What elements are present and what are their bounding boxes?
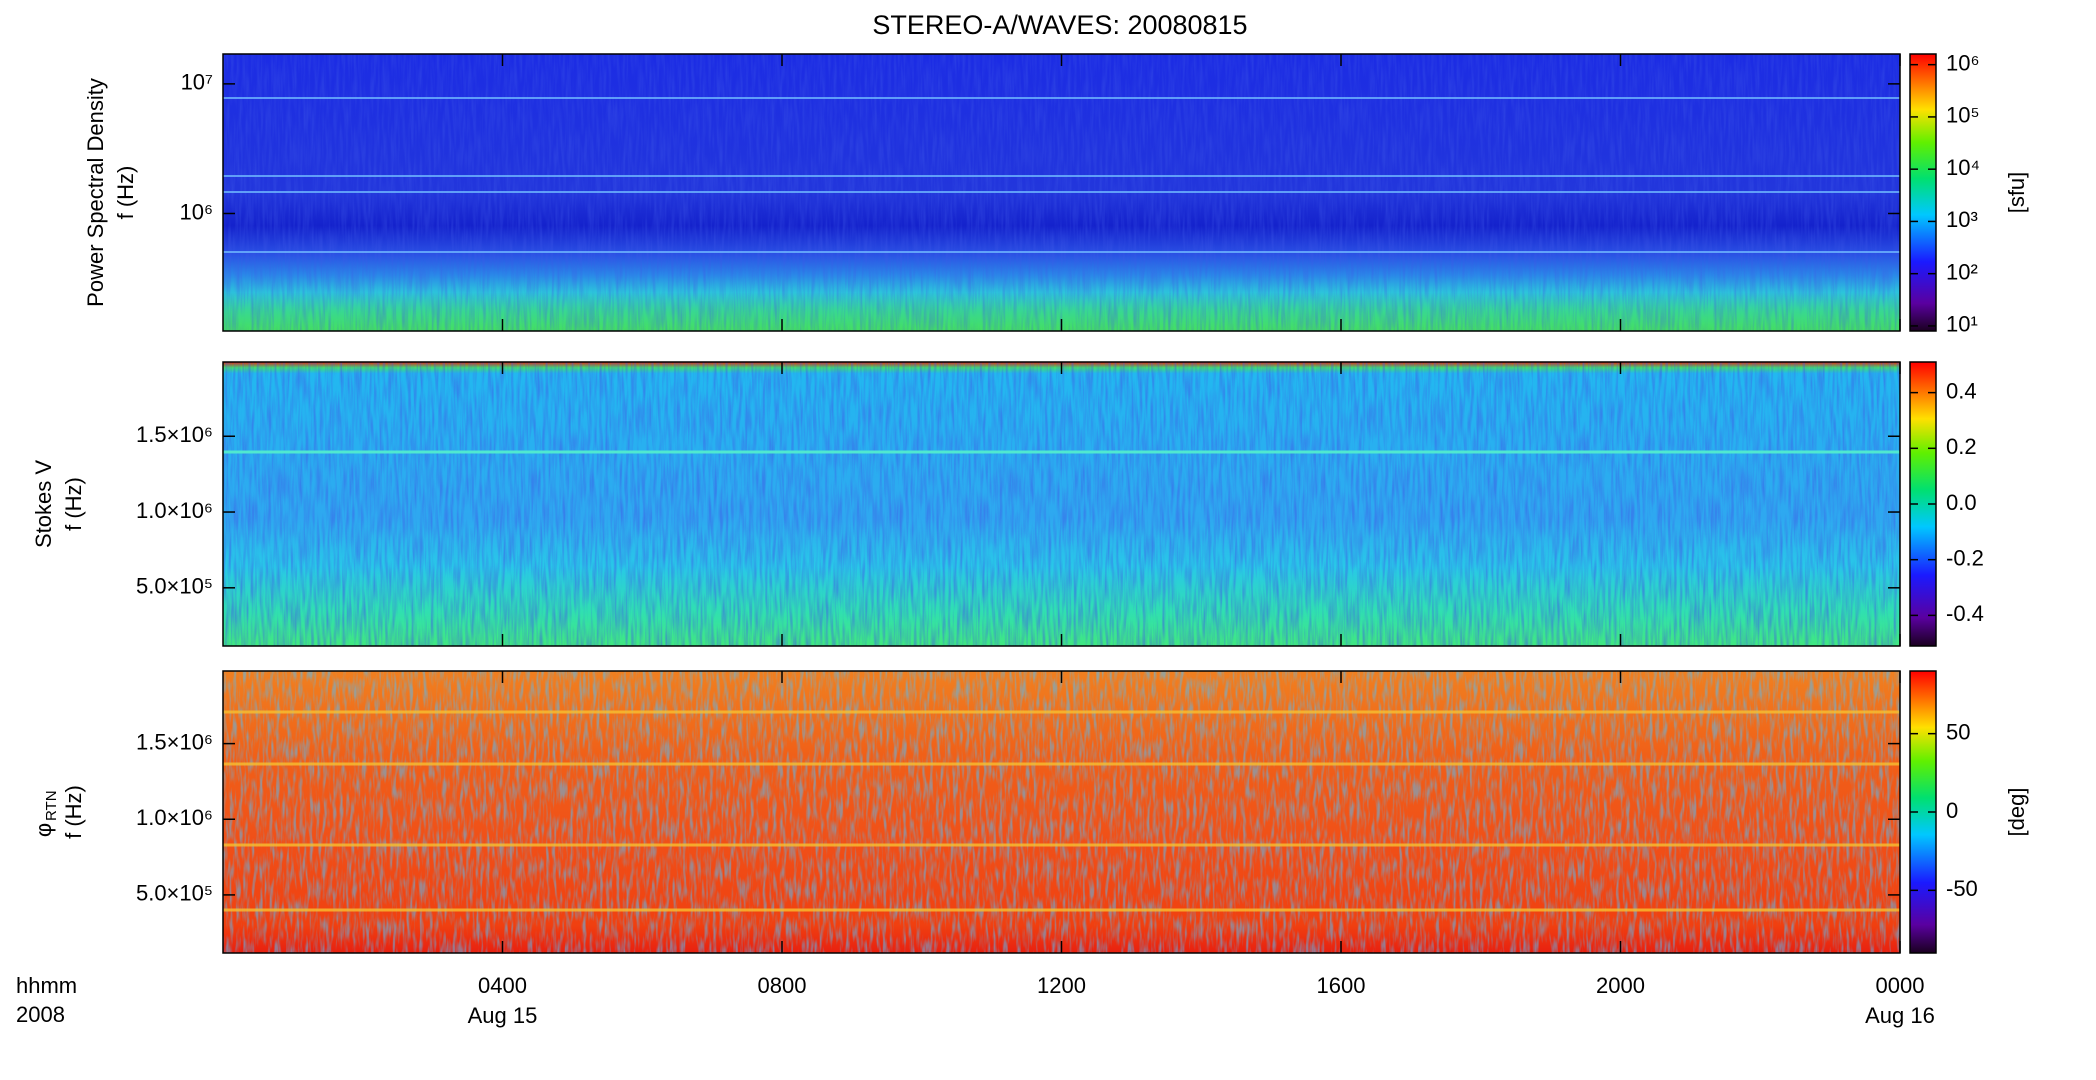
- y-tick-label: 10⁶: [179, 199, 213, 224]
- band-lines: [223, 710, 1900, 912]
- x-tick-label: 0800: [758, 973, 807, 998]
- colorbar-tick-label: 10⁵: [1946, 103, 1980, 128]
- band-lines: [223, 97, 1900, 253]
- y-axis-label: φ: [31, 823, 56, 837]
- x-tick-label: 1200: [1037, 973, 1086, 998]
- y-tick-label: 5.0×10⁵: [136, 881, 213, 906]
- colorbar-tick-label: 0.2: [1946, 434, 1977, 459]
- date-label: Aug 15: [468, 1003, 538, 1028]
- y-tick-label: 1.0×10⁶: [136, 498, 213, 523]
- chart-title: STEREO-A/WAVES: 20080815: [872, 10, 1247, 40]
- colorbar-label: [sfu]: [2004, 172, 2029, 214]
- y-axis-label: Power Spectral Density: [83, 78, 108, 307]
- y-tick-label: 10⁷: [181, 70, 213, 95]
- colorbar-tick-label: -0.2: [1946, 545, 1984, 570]
- x-tick-label: 0400: [478, 973, 527, 998]
- x-tick-label: 2000: [1596, 973, 1645, 998]
- y-axis-label: f (Hz): [113, 166, 138, 220]
- colorbar-tick-label: -50: [1946, 876, 1978, 901]
- texture: [223, 362, 1900, 646]
- date-label: Aug 16: [1865, 1003, 1935, 1028]
- colorbar-label: [deg]: [2004, 788, 2029, 837]
- colorbar-tick-label: 10⁴: [1946, 155, 1980, 180]
- x-tick-label: 0000: [1876, 973, 1925, 998]
- colorbar-tick-label: 10⁶: [1946, 50, 1980, 75]
- y-axis-label-subscript: RTN: [43, 790, 60, 821]
- colorbar-tick-label: 0.4: [1946, 378, 1977, 403]
- colorbar-tick-label: 0: [1946, 798, 1958, 823]
- texture: [223, 671, 1900, 953]
- colorbar-tick-label: 50: [1946, 719, 1970, 744]
- y-axis-label: f (Hz): [61, 785, 86, 839]
- colorbar-tick-label: 10²: [1946, 259, 1978, 284]
- y-tick-label: 5.0×10⁵: [136, 574, 213, 599]
- colorbar-tick-label: 10³: [1946, 207, 1978, 232]
- colorbar-tick-label: -0.4: [1946, 601, 1984, 626]
- x-axis-label: 2008: [16, 1002, 65, 1027]
- y-tick-label: 1.5×10⁶: [136, 729, 213, 754]
- x-tick-label: 1600: [1317, 973, 1366, 998]
- y-axis-label: Stokes V: [31, 460, 56, 548]
- x-axis-label: hhmm: [16, 973, 77, 998]
- y-axis-label: f (Hz): [61, 477, 86, 531]
- colorbar-tick-label: 0.0: [1946, 490, 1977, 515]
- y-tick-label: 1.5×10⁶: [136, 422, 213, 447]
- colorbar-tick-label: 10¹: [1946, 312, 1978, 337]
- y-tick-label: 1.0×10⁶: [136, 805, 213, 830]
